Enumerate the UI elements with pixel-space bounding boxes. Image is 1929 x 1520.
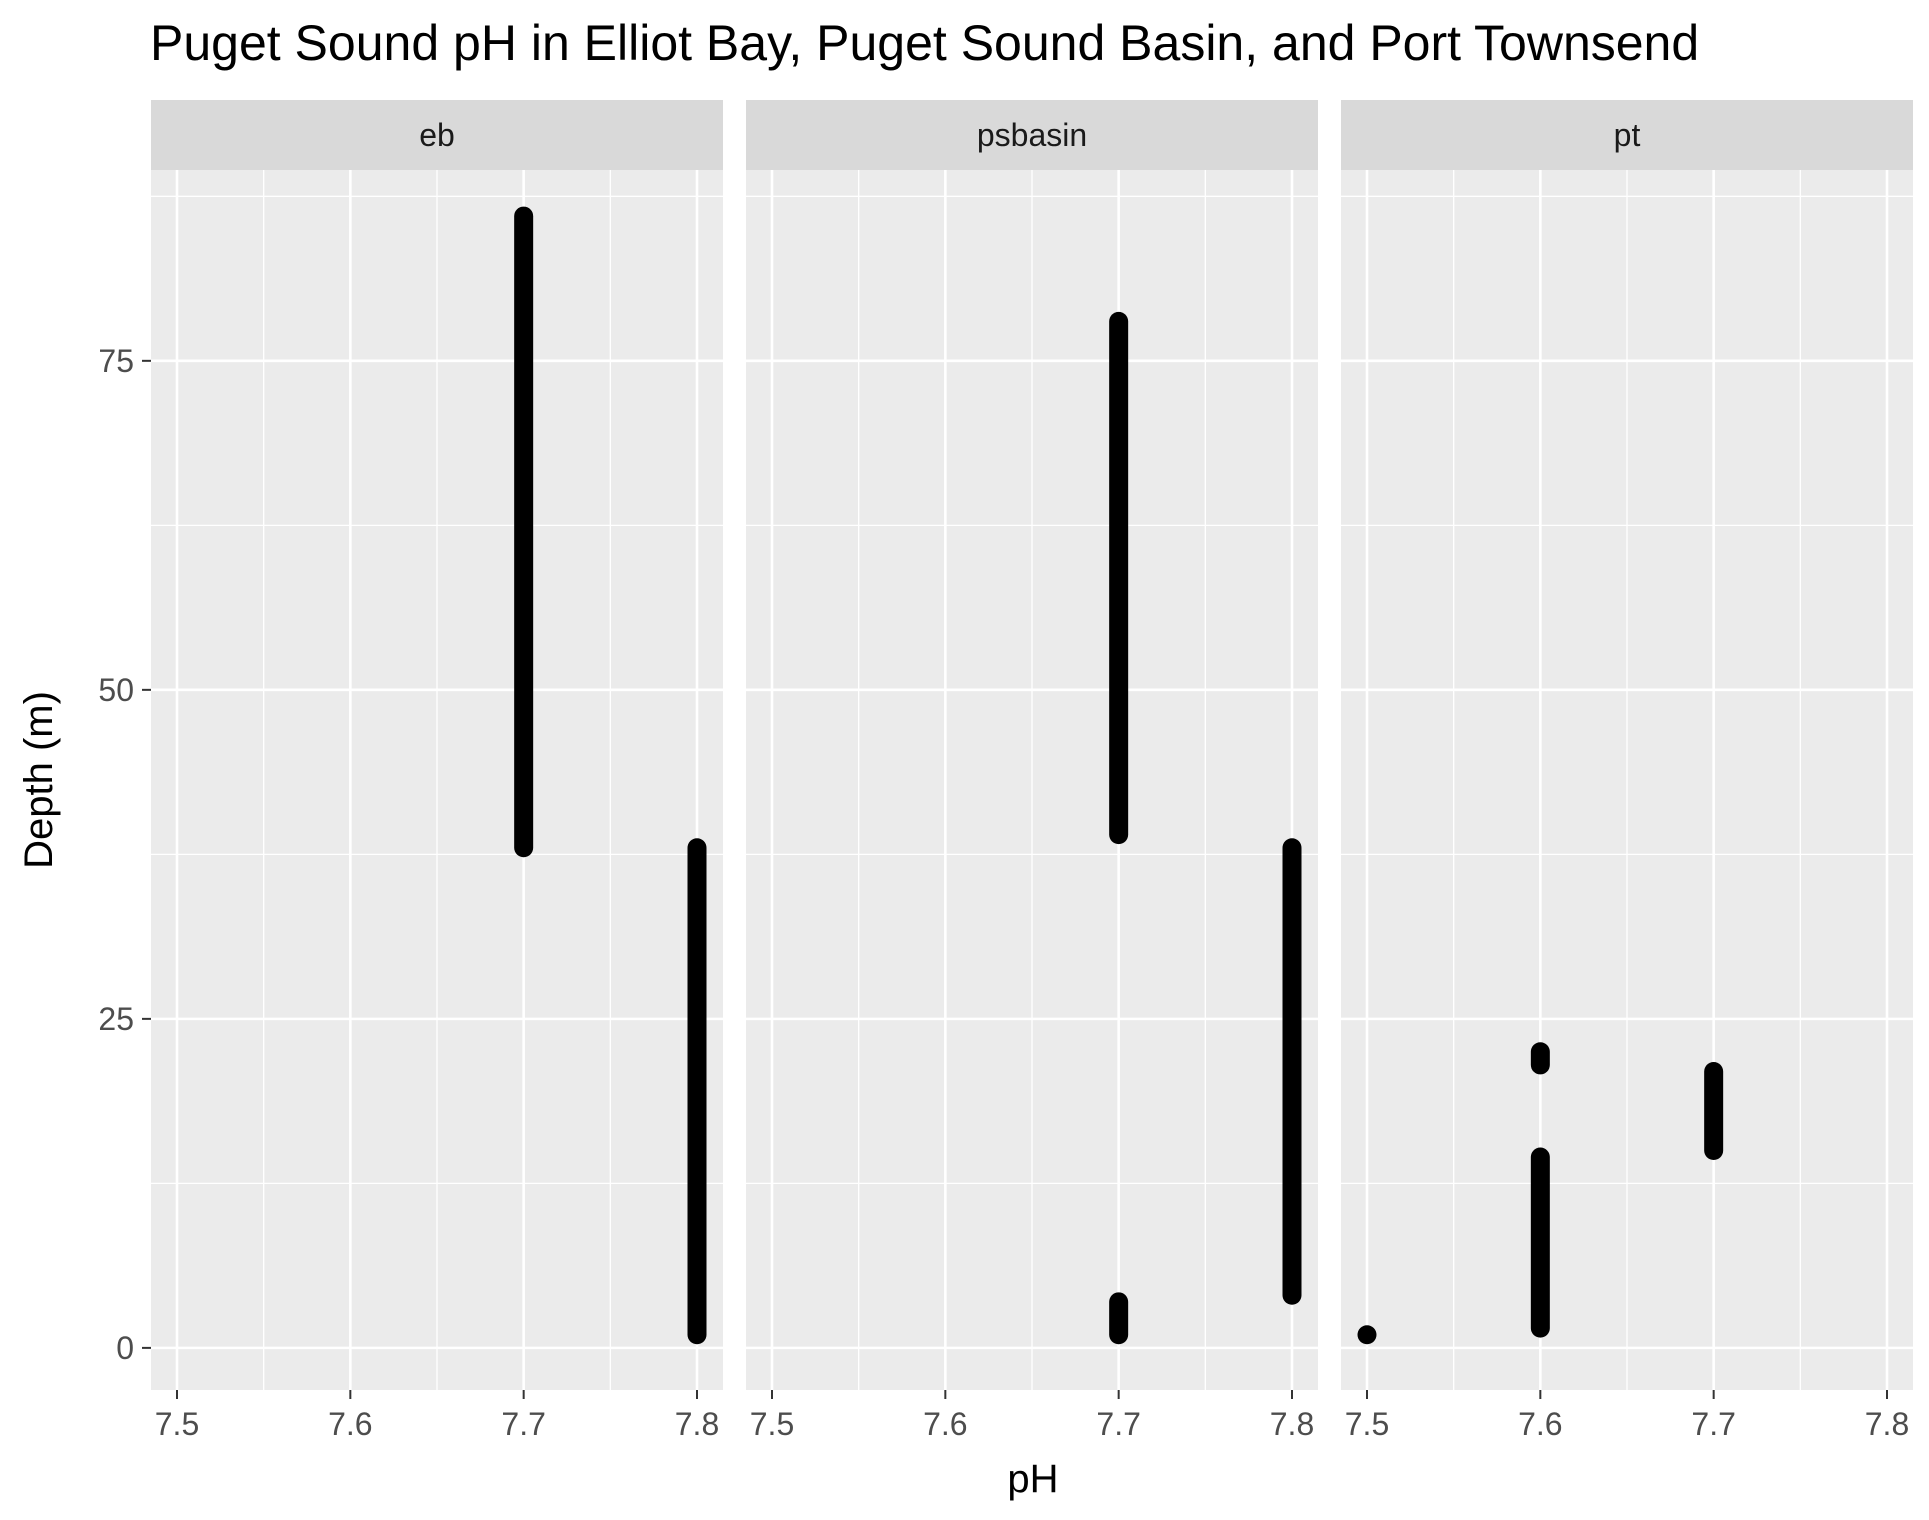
y-tick-label: 25 bbox=[98, 1001, 134, 1037]
x-tick-label: 7.7 bbox=[1691, 1406, 1735, 1442]
x-tick-label: 7.8 bbox=[1865, 1406, 1909, 1442]
x-tick-label: 7.8 bbox=[675, 1406, 719, 1442]
facet-panel-pt: pt 7.5 7.6 7.7 7.8 bbox=[1341, 100, 1913, 1442]
facet-panels: eb 7.5 7.6 7.7 7.8 psbasin 7.5 7.6 7.7 7.8 pt 7.5 7.… bbox=[151, 100, 1913, 1442]
facet-strip bbox=[1341, 100, 1913, 170]
x-tick-label: 7.7 bbox=[1096, 1406, 1140, 1442]
x-tick-label: 7.6 bbox=[923, 1406, 967, 1442]
facet-strip bbox=[746, 100, 1318, 170]
y-axis: 0 25 50 75 bbox=[98, 343, 151, 1366]
facet-strip-label: eb bbox=[419, 117, 455, 153]
data-point bbox=[1357, 1325, 1377, 1345]
facet-strip bbox=[151, 100, 723, 170]
x-tick-label: 7.6 bbox=[328, 1406, 372, 1442]
y-tick-label: 50 bbox=[98, 672, 134, 708]
facet-panel-psbasin: psbasin 7.5 7.6 7.7 7.8 bbox=[746, 100, 1318, 1442]
facet-strip-label: psbasin bbox=[977, 117, 1087, 153]
y-axis-title: Depth (m) bbox=[17, 691, 61, 869]
x-tick-label: 7.5 bbox=[155, 1406, 199, 1442]
facet-strip-label: pt bbox=[1614, 117, 1641, 153]
chart-title: Puget Sound pH in Elliot Bay, Puget Soun… bbox=[150, 15, 1699, 71]
x-tick-label: 7.7 bbox=[501, 1406, 545, 1442]
x-axis-title: pH bbox=[1007, 1457, 1058, 1501]
facet-panel-eb: eb 7.5 7.6 7.7 7.8 bbox=[151, 100, 723, 1442]
x-tick-label: 7.5 bbox=[1345, 1406, 1389, 1442]
x-tick-label: 7.8 bbox=[1270, 1406, 1314, 1442]
x-tick-label: 7.5 bbox=[750, 1406, 794, 1442]
y-tick-label: 75 bbox=[98, 343, 134, 379]
y-tick-label: 0 bbox=[116, 1330, 134, 1366]
x-tick-label: 7.6 bbox=[1518, 1406, 1562, 1442]
